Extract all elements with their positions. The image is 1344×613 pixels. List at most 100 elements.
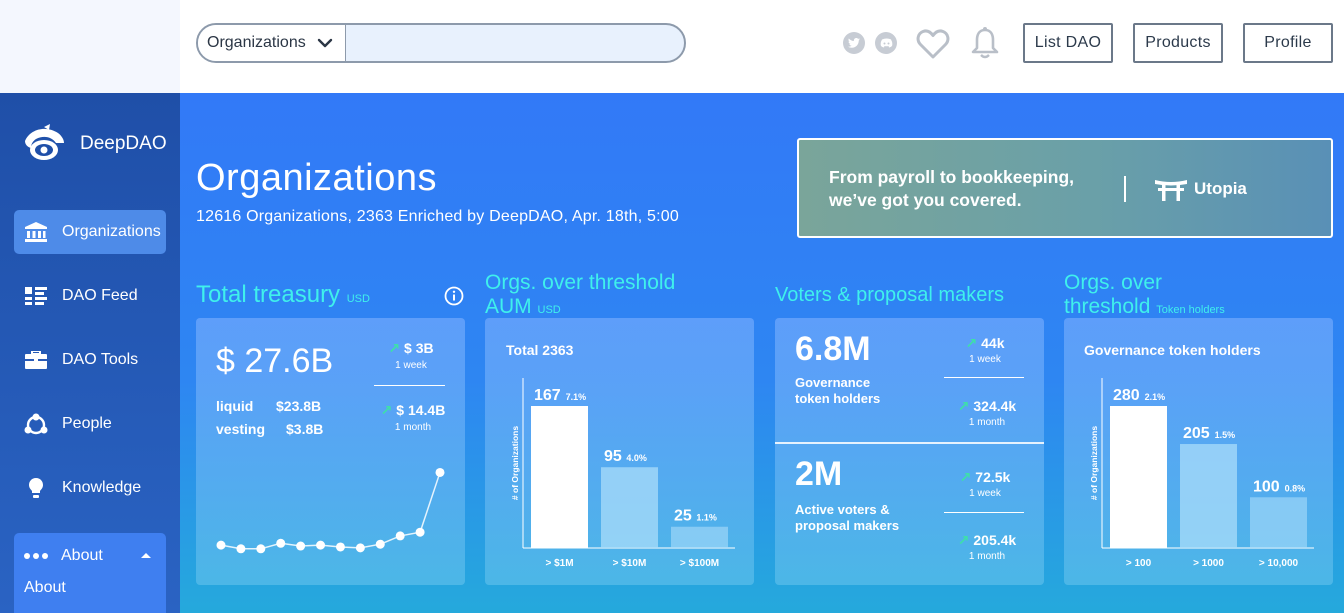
treasury-unit: USD [346, 293, 370, 305]
voters-section-title: Voters & proposal makers [775, 284, 1004, 306]
voters-card: 6.8M Governance token holders ↗ 44k 1 we… [775, 318, 1044, 585]
bar-percent-label: 1.1% [696, 513, 717, 523]
active-1w-period: 1 week [969, 488, 1001, 499]
sparkline-point [276, 538, 286, 548]
active-value: 2M [795, 455, 843, 493]
active-label-2: proposal makers [795, 518, 900, 533]
brand[interactable]: DeepDAO [22, 123, 167, 165]
heart-icon[interactable] [916, 28, 950, 60]
holders-bar-chart: # of Organizations 280 2.1% > 100 205 1.5% > 1… [1089, 378, 1314, 569]
sparkline-point [256, 544, 266, 554]
utopia-ad-banner[interactable]: From payroll to bookkeeping, we’ve got y… [797, 138, 1333, 238]
bar-percent-label: 7.1% [566, 392, 587, 402]
aum-card-title: Total 2363 [506, 342, 574, 358]
people-icon [23, 413, 49, 435]
divider [944, 512, 1024, 513]
utopia-logo: Utopia [1154, 177, 1247, 201]
sparkline-point [236, 544, 246, 554]
sidebar-subitem-about[interactable]: About [24, 579, 66, 596]
list-dao-button[interactable]: List DAO [1023, 23, 1113, 63]
x-tick-label: > 10,000 [1259, 558, 1299, 569]
sparkline-line [220, 472, 441, 550]
banner-line-2: we’ve got you covered. [829, 190, 1022, 210]
bar [671, 526, 728, 548]
sidebar-item-label: DAO Feed [62, 287, 138, 304]
sidebar-item-people[interactable]: People [14, 402, 166, 446]
search-category-select[interactable]: Organizations [198, 25, 346, 61]
more-dots-icon [24, 553, 48, 559]
active-1m-period: 1 month [968, 551, 1006, 562]
holders-1w-period: 1 week [969, 354, 1001, 365]
bar [531, 406, 588, 548]
feed-icon [23, 285, 49, 307]
x-tick-label: > $100M [680, 558, 719, 569]
discord-icon[interactable] [875, 32, 897, 54]
bank-icon [23, 221, 49, 243]
x-tick-label: > $10M [613, 558, 647, 569]
holders-title-line2: threshold [1064, 295, 1151, 318]
treasury-vesting-label: vesting [216, 421, 266, 437]
top-bar-logo-area [0, 0, 180, 93]
search-input[interactable] [346, 25, 684, 61]
arrow-up-right-icon: ↗ [957, 532, 970, 548]
top-bar: Organizations List DAO Products Profile [0, 0, 1344, 93]
search-category-label: Organizations [207, 34, 306, 51]
bar [1110, 406, 1167, 548]
bar-value-label: 100 [1253, 478, 1280, 495]
treasury-title-text: Total treasury [196, 281, 341, 308]
bar-percent-label: 2.1% [1145, 392, 1166, 402]
sparkline-point [335, 542, 345, 552]
holders-title-line1: Orgs. over [1064, 271, 1163, 294]
bar [1180, 444, 1237, 548]
bell-icon[interactable] [971, 26, 999, 59]
aum-title-line1: Orgs. over threshold [485, 271, 676, 294]
sidebar: DeepDAO Organizations DAO Feed DAO Tools… [0, 93, 180, 613]
arrow-up-right-icon: ↗ [388, 340, 401, 356]
bar-value-label: 280 [1113, 387, 1140, 404]
holders-label-2: token holders [795, 391, 881, 406]
banner-text: From payroll to bookkeeping, we’ve got y… [829, 166, 1074, 212]
bar-value-label: 167 [534, 387, 561, 404]
holders-change-1w: ↗ 44k 1 week [945, 335, 1025, 365]
products-button[interactable]: Products [1133, 23, 1223, 63]
y-axis-label: # of Organizations [1089, 426, 1099, 500]
bar-percent-label: 4.0% [626, 453, 647, 463]
arrow-up-right-icon: ↗ [380, 402, 393, 418]
sidebar-item-organizations[interactable]: Organizations [14, 210, 166, 254]
aum-bar-chart: # of Organizations 167 7.1% > $1M 95 4.0% > $1… [510, 378, 735, 569]
profile-button[interactable]: Profile [1243, 23, 1333, 63]
sidebar-item-dao-feed[interactable]: DAO Feed [14, 274, 166, 318]
bar-value-label: 205 [1183, 425, 1210, 442]
caret-up-icon [141, 553, 151, 558]
bar-value-label: 25 [674, 508, 692, 525]
lightbulb-icon [23, 477, 49, 499]
active-change-1w: ↗ 72.5k 1 week [945, 469, 1025, 499]
sidebar-item-label: Knowledge [62, 479, 142, 496]
twitter-icon[interactable] [843, 32, 865, 54]
treasury-change-1w-period: 1 week [395, 360, 427, 371]
x-tick-label: > $1M [545, 558, 573, 569]
divider [944, 377, 1024, 378]
holders-change-1m: ↗ 324.4k 1 month [945, 398, 1029, 428]
sidebar-item-knowledge[interactable]: Knowledge [14, 466, 166, 510]
arrow-up-right-icon: ↗ [957, 398, 970, 414]
y-axis-label: # of Organizations [510, 426, 520, 500]
sidebar-item-label: People [62, 415, 112, 432]
holders-unit: Token holders [1156, 304, 1225, 316]
sparkline-point [296, 541, 306, 551]
sidebar-item-label: Organizations [62, 223, 161, 240]
sidebar-item-dao-tools[interactable]: DAO Tools [14, 338, 166, 382]
aum-unit: USD [537, 304, 561, 316]
arrow-up-right-icon: ↗ [959, 469, 972, 485]
deepdao-logo-icon [25, 124, 64, 160]
sidebar-item-about[interactable]: About [23, 541, 157, 571]
arrow-up-right-icon: ↗ [965, 335, 978, 351]
banner-brand: Utopia [1194, 179, 1247, 198]
active-1m-value: 205.4k [973, 532, 1017, 548]
torii-gate-icon [1155, 180, 1187, 201]
sparkline-point [415, 527, 425, 537]
info-icon[interactable] [444, 286, 464, 306]
treasury-change-1m: ↗ $ 14.4B 1 month [376, 402, 450, 433]
bar-percent-label: 1.5% [1215, 430, 1236, 440]
treasury-liquid-value: $23.8B [276, 398, 322, 414]
